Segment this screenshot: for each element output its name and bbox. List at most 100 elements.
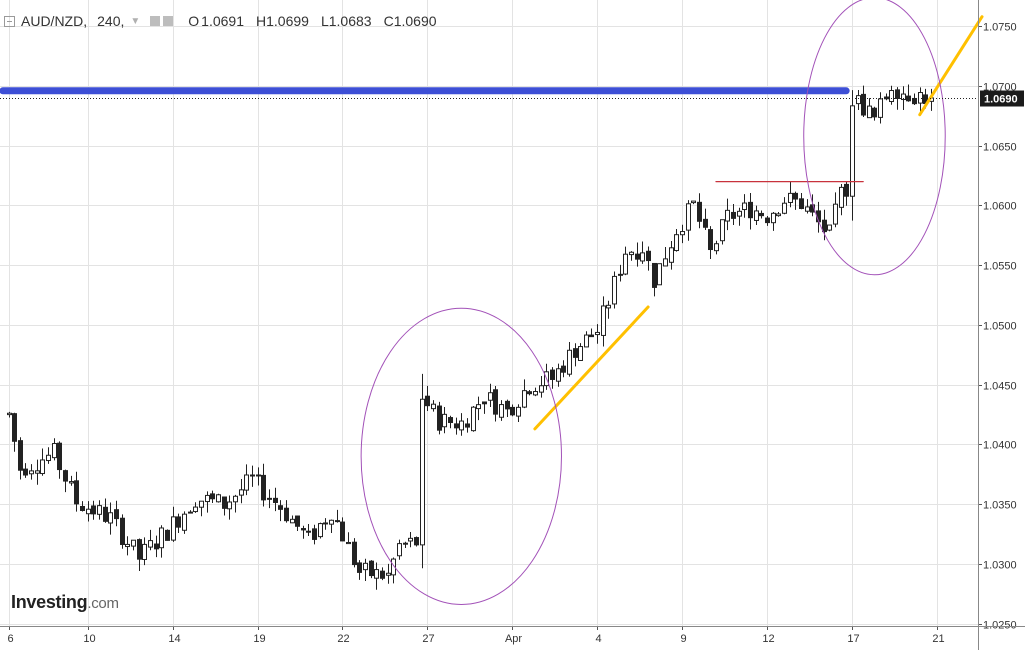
candle-body (731, 211, 736, 219)
candle-body (657, 263, 662, 286)
x-tick-label: 4 (595, 633, 601, 645)
candle-body (290, 518, 295, 524)
candle-body (674, 234, 679, 252)
candle-body (346, 541, 351, 545)
open-label: O (188, 13, 200, 29)
x-tick-label: 17 (847, 633, 859, 645)
y-tick-label: 1.0250 (983, 620, 1017, 632)
candle-body (261, 474, 266, 501)
x-tick-label: 27 (422, 633, 434, 645)
candle-body (12, 413, 17, 442)
candle-body (278, 505, 283, 510)
candle-body (550, 369, 555, 380)
candle-body (335, 520, 340, 523)
candle-body (856, 95, 861, 105)
candle-body (601, 305, 606, 336)
collapse-icon[interactable] (4, 15, 15, 27)
x-tick-label: 14 (168, 633, 180, 645)
investing-logo: Investing.com (11, 592, 119, 612)
candle-body (669, 247, 674, 263)
candle-body (918, 92, 923, 104)
candle-body (159, 527, 164, 549)
candle-body (844, 183, 849, 197)
x-tick-label: 22 (337, 633, 349, 645)
candle-body (799, 198, 804, 210)
candle-body (776, 213, 781, 217)
candle-body (448, 417, 453, 424)
interval-label[interactable]: 240, (97, 13, 125, 29)
y-tick-label: 1.0600 (983, 201, 1017, 213)
settings-icon[interactable] (150, 16, 161, 26)
candle-body (256, 474, 261, 477)
candle-body (35, 470, 40, 474)
candle-body (839, 186, 844, 208)
candle-body (244, 474, 249, 491)
candle-body (691, 200, 696, 204)
open-value: 1.0691 (201, 13, 244, 29)
candle-body (29, 470, 34, 475)
high-label: H (256, 13, 267, 29)
candle-body (652, 262, 657, 288)
x-tick-label: Apr (505, 633, 522, 645)
candle-body (312, 528, 317, 540)
candle-body (431, 403, 436, 410)
candle-body (380, 570, 385, 579)
price-tag (980, 90, 1024, 107)
candle-body (737, 210, 742, 217)
candle-body (323, 522, 328, 525)
y-tick-label: 1.0300 (983, 560, 1017, 572)
candle-body (714, 243, 719, 252)
candle-body (142, 543, 147, 560)
x-tick-label: 12 (762, 633, 774, 645)
candle-body (703, 218, 708, 228)
candle-body (482, 401, 487, 405)
candle-body (522, 390, 527, 408)
chevron-down-icon[interactable]: ▼ (130, 15, 141, 27)
candle-body (267, 497, 272, 500)
trend-line (533, 305, 650, 431)
candle-body (284, 507, 289, 522)
close-value: 1.0690 (393, 13, 437, 29)
high-value: 1.0699 (266, 13, 309, 29)
candle-body (556, 368, 561, 382)
y-tick-label: 1.0750 (983, 22, 1017, 34)
candle-body (205, 494, 210, 503)
candle-body (154, 543, 159, 550)
candle-body (606, 304, 611, 309)
candle-body (176, 516, 181, 528)
candle-body (686, 203, 691, 231)
candle-body (391, 558, 396, 576)
candle-body (573, 348, 578, 358)
drawings[interactable] (0, 0, 984, 605)
candle-body (86, 508, 91, 515)
candle-body (867, 105, 872, 119)
candle-body (618, 273, 623, 276)
candle-body (120, 517, 125, 545)
candle-body (97, 505, 102, 515)
candle-body (771, 212, 776, 224)
candle-body (454, 423, 459, 429)
time-axis[interactable]: 6 10 14 19 22 27 Apr 4 9 12 17 21 (0, 626, 1025, 645)
candle-body (222, 496, 227, 509)
candle-body (91, 505, 96, 515)
candle-body (759, 212, 764, 217)
symbol-label[interactable]: AUD/NZD, (21, 13, 88, 29)
price-axis[interactable]: 1.07501.07001.06501.06001.05501.05001.04… (978, 0, 1024, 650)
close-label: C (383, 13, 394, 29)
candle-body (210, 493, 215, 500)
ellipse-drawing (803, 0, 946, 276)
close-icon[interactable] (163, 16, 174, 26)
y-tick-label: 1.0550 (983, 261, 1017, 273)
candle-body (878, 98, 883, 118)
candle-body (408, 537, 413, 542)
candle-body (69, 481, 74, 484)
candle-body (884, 96, 889, 100)
candle-body (7, 412, 12, 416)
candle-body (306, 530, 311, 533)
candle-body (239, 489, 244, 496)
candle-body (216, 494, 221, 503)
candle-body (720, 219, 725, 242)
candle-body (742, 202, 747, 211)
candle-body (318, 523, 323, 538)
